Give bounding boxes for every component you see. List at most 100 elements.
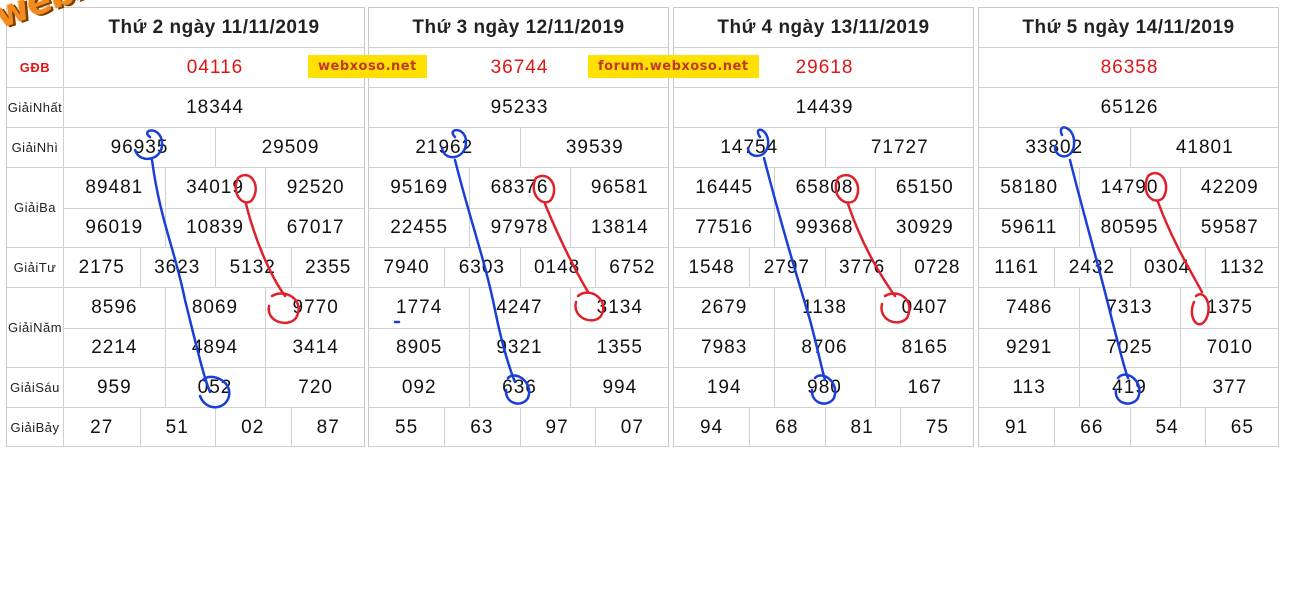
prize-number-seventh: 91: [1005, 416, 1029, 438]
prize-number-fourth: 0304: [1143, 257, 1191, 278]
cell-divider: [899, 248, 901, 288]
row-third: 95169 68376 96581 22455 97978 13814: [369, 168, 668, 248]
cell-divider: [774, 288, 776, 328]
label-second: Giải Nhì: [7, 128, 64, 167]
cell-divider: [164, 208, 166, 248]
prize-number-fourth: 2355: [305, 257, 352, 278]
prize-number-third: 96019: [85, 217, 144, 238]
prize-number-seventh: 27: [90, 416, 114, 438]
row-sixth: 194 980 167: [674, 368, 973, 408]
row-fifth: 2679 1138 0407 7983 8706 8165: [674, 288, 973, 368]
row-second: Giải Nhì 96935 29509: [7, 128, 364, 168]
prize-number-second: 96935: [110, 137, 169, 158]
prize-number-second: 39539: [565, 137, 624, 158]
prize-number-seventh: 54: [1155, 416, 1179, 438]
row-fourth: 7940 6303 0148 6752: [369, 248, 668, 288]
cell-divider: [1179, 168, 1181, 208]
prize-number-first: 95233: [490, 97, 549, 118]
prize-number-third: 97978: [490, 217, 549, 238]
cell-divider: [444, 408, 446, 447]
row-divider: [369, 328, 668, 329]
prize-number-fourth: 3776: [838, 257, 886, 278]
cell-divider: [215, 408, 216, 447]
row-third: 16445 65808 65150 77516 99368 30929: [674, 168, 973, 248]
cell-divider: [469, 168, 471, 208]
cell-divider: [164, 288, 166, 328]
cell-divider: [1129, 408, 1131, 447]
cell-divider: [774, 368, 776, 408]
label-line: Nhì: [36, 140, 59, 155]
prize-number-seventh: 94: [700, 416, 724, 438]
prize-number-third: 30929: [895, 217, 954, 238]
row-divider: [64, 328, 364, 329]
row-fifth: 1774 4247 3134 8905 9321 1355: [369, 288, 668, 368]
prize-number-fifth: 7025: [1106, 337, 1153, 358]
label-line: Bảy: [35, 419, 60, 435]
row-fifth: 7486 7313 1375 9291 7025 7010: [979, 288, 1278, 368]
prize-number-third: 77516: [695, 217, 754, 238]
prize-number-fourth: 5132: [229, 257, 276, 278]
cell-divider: [469, 368, 471, 408]
cell-divider: [519, 248, 521, 288]
prize-number-third: 13814: [590, 217, 649, 238]
row-first: 65126: [979, 88, 1278, 128]
prize-number-third: 42209: [1200, 177, 1259, 198]
row-divider: [674, 208, 973, 209]
prize-number-fifth: 3414: [292, 337, 339, 358]
prize-number-sixth: 980: [807, 377, 842, 398]
cell-divider: [1179, 328, 1181, 368]
prize-number-seventh: 65: [1230, 416, 1254, 438]
prize-number-sixth: 194: [706, 377, 742, 398]
row-second: 33802 41801: [979, 128, 1278, 168]
cell-divider: [749, 248, 751, 288]
prize-number-third: 10839: [186, 217, 244, 238]
prize-number-third: 89481: [85, 177, 144, 198]
row-third: 58180 14790 42209 59611 80595 59587: [979, 168, 1278, 248]
row-seventh: 94 68 81 75: [674, 408, 973, 447]
prize-number-fourth: 0148: [533, 257, 581, 278]
row-divider: [64, 208, 364, 209]
cell-divider: [569, 368, 571, 408]
prize-number-special: 86358: [1100, 57, 1159, 78]
badge-forum[interactable]: forum.webxoso.net: [588, 55, 759, 78]
prize-number-fifth: 7486: [1006, 297, 1053, 318]
badge-webxoso[interactable]: webxoso.net: [308, 55, 427, 78]
prize-number-fourth: 2175: [78, 257, 125, 278]
cell-divider: [774, 208, 776, 248]
cell-divider: [215, 128, 216, 168]
board-title: Thứ 4 ngày 13/11/2019: [674, 8, 973, 48]
cell-divider: [265, 368, 267, 408]
prize-number-third: 68376: [490, 177, 549, 198]
prize-number-sixth: 636: [502, 377, 537, 398]
prize-number-fifth: 1774: [396, 297, 443, 318]
prize-number-fifth: 7983: [701, 337, 748, 358]
prize-number-fifth: 9321: [496, 337, 543, 358]
prize-number-fifth: 1138: [802, 297, 847, 318]
prize-number-fifth: 2214: [91, 337, 138, 358]
cell-divider: [594, 248, 596, 288]
cell-divider: [519, 408, 521, 447]
label-line: Sáu: [35, 380, 60, 395]
prize-number-fifth: 8165: [901, 337, 948, 358]
label-fifth: Giải Năm: [7, 288, 64, 367]
row-second: 14754 71727: [674, 128, 973, 168]
board-title: Thứ 3 ngày 12/11/2019: [369, 8, 668, 48]
prize-number-second: 14754: [720, 137, 779, 158]
cell-divider: [774, 168, 776, 208]
prize-number-first: 65126: [1100, 97, 1159, 118]
label-line: Giải: [7, 320, 34, 335]
prize-number-fifth: 3134: [596, 297, 643, 318]
prize-number-seventh: 66: [1080, 416, 1104, 438]
prize-number-seventh: 63: [470, 416, 494, 438]
title-label-cell: [7, 8, 64, 48]
cell-divider: [569, 168, 571, 208]
prize-number-fourth: 1161: [994, 257, 1040, 278]
prize-number-fourth: 1548: [688, 257, 735, 278]
prize-number-fourth: 3623: [154, 257, 201, 278]
prize-number-sixth: 052: [197, 377, 233, 398]
row-third: Giải Ba 89481 34019 92520 96019 10839 67017: [7, 168, 364, 248]
cell-divider: [139, 248, 141, 288]
prize-number-seventh: 97: [545, 416, 569, 438]
prize-number-special: 29618: [795, 57, 854, 78]
cell-divider: [290, 408, 292, 447]
